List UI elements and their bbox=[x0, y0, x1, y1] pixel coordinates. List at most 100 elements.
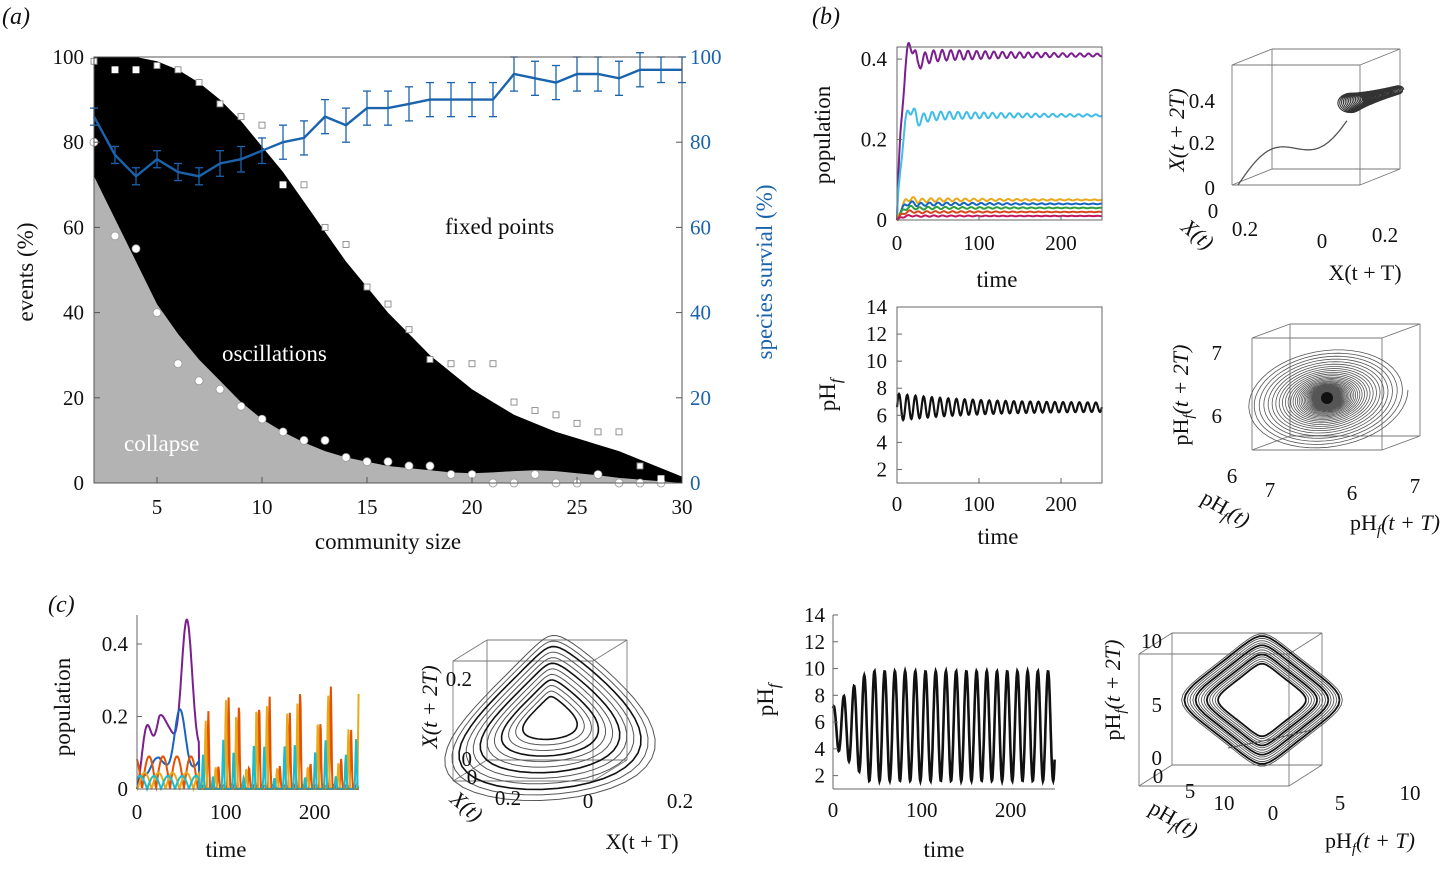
b-phase1-xtick: 0.2 bbox=[1372, 223, 1398, 247]
b-ph-ytick-label: 2 bbox=[877, 457, 888, 481]
b-pop-ytick-label: 0 bbox=[877, 208, 888, 232]
b-phase1-ytick: 0.2 bbox=[1232, 217, 1258, 241]
collapse-marker bbox=[530, 470, 540, 479]
b-ph-ytick-label: 12 bbox=[866, 322, 887, 346]
oscillation-marker bbox=[426, 356, 434, 363]
collapse-label: collapse bbox=[124, 431, 199, 456]
c-pop-xtick-label: 0 bbox=[132, 800, 143, 824]
c-phase2-xtick: 5 bbox=[1335, 791, 1346, 815]
oscillation-marker bbox=[615, 428, 623, 436]
c-phase1-xtick: 0.2 bbox=[667, 789, 693, 813]
y2-tick-label: 20 bbox=[690, 386, 711, 410]
box-edge bbox=[1251, 323, 1291, 339]
oscillation-marker bbox=[216, 100, 224, 108]
oscillation-marker bbox=[258, 121, 266, 129]
collapse-marker bbox=[404, 461, 414, 471]
b-phase2-ylabel: pHf(t) bbox=[1195, 485, 1254, 536]
box-edge bbox=[1288, 764, 1323, 787]
collapse-marker bbox=[110, 231, 120, 241]
x-tick-label: 20 bbox=[462, 495, 483, 519]
fixed-points-label: fixed points bbox=[445, 214, 554, 239]
y2-tick-label: 0 bbox=[690, 471, 701, 495]
b-population-series bbox=[896, 41, 1103, 221]
b-pop-series-line bbox=[896, 204, 1103, 221]
collapse-marker bbox=[383, 457, 393, 467]
oscillation-marker bbox=[531, 407, 539, 415]
collapse-marker bbox=[215, 384, 225, 394]
oscillations-label: oscillations bbox=[222, 341, 327, 366]
b-pop-series-line bbox=[896, 200, 1102, 221]
c-phase2-ytick: 0 bbox=[1153, 764, 1164, 788]
c-phase2-xlabel: pHf(t + T) bbox=[1325, 828, 1415, 857]
x-tick-label: 10 bbox=[252, 495, 273, 519]
b-ph-ytick-label: 8 bbox=[877, 376, 888, 400]
oscillation-marker bbox=[195, 79, 203, 87]
c-ph-ylabel: pHf bbox=[753, 681, 783, 716]
b-pop-xlabel: time bbox=[977, 267, 1018, 292]
box-edge bbox=[1288, 632, 1323, 655]
x-tick-label: 15 bbox=[357, 495, 378, 519]
oscillation-marker bbox=[111, 66, 119, 74]
c-phase2-ytick: 5 bbox=[1185, 779, 1196, 803]
oscillation-marker bbox=[321, 223, 329, 231]
panel-b-letter: (b) bbox=[812, 4, 840, 30]
event-markers bbox=[89, 57, 666, 488]
b-phase1-xtick: 0 bbox=[1317, 229, 1328, 253]
c-ph-xtick-label: 0 bbox=[828, 798, 839, 822]
oscillation-marker bbox=[174, 66, 182, 74]
collapse-marker bbox=[152, 308, 162, 318]
y2-tick-label: 60 bbox=[690, 215, 711, 239]
c-phase2-orbit bbox=[1194, 644, 1330, 756]
b-phase1-ztick: 0.2 bbox=[1189, 131, 1215, 155]
c-phase2-ytick: 10 bbox=[1214, 791, 1235, 815]
oscillation-marker bbox=[132, 66, 140, 74]
b-phase2-xtick: 6 bbox=[1347, 481, 1358, 505]
c-pop-ytick-label: 0.4 bbox=[102, 632, 129, 656]
c-phase1-orbit bbox=[479, 662, 621, 774]
b-ph-line bbox=[895, 391, 1104, 422]
b-phase2-xlabel: pHf(t + T) bbox=[1350, 510, 1440, 539]
c-ph-xtick-label: 200 bbox=[995, 798, 1027, 822]
c-phase2-xtick: 10 bbox=[1400, 781, 1421, 805]
c-phase1-xtick: 0 bbox=[583, 789, 594, 813]
c-pop-xtick-label: 100 bbox=[210, 800, 242, 824]
collapse-marker bbox=[320, 435, 330, 445]
b-pop-series-line bbox=[896, 214, 1102, 221]
oscillation-marker bbox=[552, 411, 560, 419]
box-edge bbox=[1231, 48, 1273, 66]
c-population-plot: 0 0.2 0.4 0 100 200 population time bbox=[50, 615, 360, 862]
oscillation-marker bbox=[384, 300, 392, 308]
collapse-marker bbox=[278, 427, 288, 437]
b-pop-series-line bbox=[896, 41, 1103, 221]
plot-frame bbox=[93, 56, 683, 484]
c-phase2-transient bbox=[1227, 729, 1313, 749]
b-pop-ylabel: population bbox=[810, 85, 835, 184]
collapse-marker bbox=[341, 453, 351, 462]
collapse-marker bbox=[425, 461, 435, 471]
box-edge bbox=[1359, 168, 1401, 186]
y2-axis-label: species survial (%) bbox=[752, 185, 777, 360]
y2-tick-label: 100 bbox=[690, 45, 722, 69]
c-phase1-orbit bbox=[521, 695, 579, 741]
c-phase2-orbit bbox=[1203, 651, 1321, 749]
c-phase2-orbit bbox=[1186, 638, 1338, 762]
c-ph-ytick-label: 14 bbox=[804, 603, 826, 627]
b-ph-xtick-label: 200 bbox=[1045, 492, 1077, 516]
c-phase1-orbit bbox=[458, 645, 642, 791]
oscillation-marker bbox=[342, 240, 350, 248]
c-phase2-orbit bbox=[1183, 635, 1341, 765]
b-pop-ticks: 0 0.2 0.4 0 100 200 bbox=[861, 47, 1077, 255]
c-phase1-orbit bbox=[472, 657, 628, 779]
y-tick-label: 20 bbox=[63, 386, 84, 410]
c-pop-ytick-label: 0.2 bbox=[102, 705, 128, 729]
b-pop-xtick-label: 100 bbox=[963, 231, 995, 255]
oscillation-marker bbox=[489, 360, 497, 368]
b-ph-xtick-label: 0 bbox=[892, 492, 903, 516]
c-ph-ytick-label: 4 bbox=[815, 737, 826, 761]
c-phase2-orbit bbox=[1211, 658, 1313, 742]
c-phase1-orbit bbox=[444, 634, 656, 802]
box-edge bbox=[1381, 435, 1421, 451]
